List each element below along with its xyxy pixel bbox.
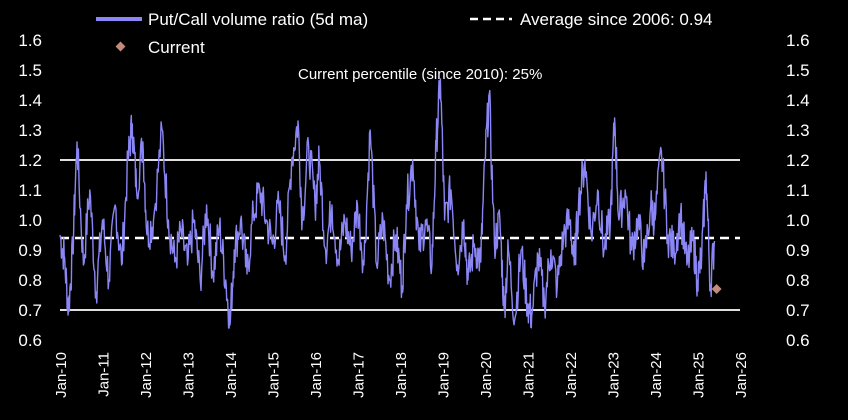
x-tick-label: Jan-14 [223, 352, 240, 398]
y-tick-label-right: 1.0 [786, 211, 810, 230]
y-tick-label-right: 0.9 [786, 241, 810, 260]
x-tick-label: Jan-18 [393, 352, 410, 398]
legend-average-label: Average since 2006: 0.94 [520, 10, 713, 29]
putcall-series-line [59, 78, 716, 329]
x-tick-label: Jan-26 [733, 352, 750, 398]
y-tick-label-right: 0.6 [786, 331, 810, 350]
y-tick-label-right: 1.5 [786, 61, 810, 80]
y-tick-label-left: 1.2 [18, 151, 42, 170]
x-tick-label: Jan-15 [266, 352, 283, 398]
y-tick-label-right: 1.4 [786, 91, 810, 110]
current-point-marker [711, 284, 722, 294]
x-tick-label: Jan-17 [351, 352, 368, 398]
x-tick-label: Jan-20 [478, 352, 495, 398]
y-tick-label-right: 0.8 [786, 271, 810, 290]
y-tick-label-right: 1.6 [786, 31, 810, 50]
y-tick-label-left: 1.3 [18, 121, 42, 140]
x-tick-label: Jan-23 [606, 352, 623, 398]
x-tick-label: Jan-25 [691, 352, 708, 398]
y-tick-label-right: 0.7 [786, 301, 810, 320]
x-tick-label: Jan-11 [96, 352, 113, 397]
y-tick-label-left: 0.8 [18, 271, 42, 290]
y-tick-label-right: 1.1 [786, 181, 810, 200]
legend: Put/Call volume ratio (5d ma) Average si… [96, 10, 713, 57]
legend-current-diamond [115, 41, 126, 52]
x-tick-label: Jan-21 [521, 352, 538, 398]
x-tick-label: Jan-24 [648, 352, 665, 398]
x-tick-label: Jan-12 [138, 352, 155, 398]
y-tick-label-left: 1.1 [18, 181, 42, 200]
x-tick-label: Jan-13 [181, 352, 198, 398]
legend-current-label: Current [148, 38, 205, 57]
y-tick-label-left: 1.5 [18, 61, 42, 80]
x-tick-label: Jan-19 [436, 352, 453, 398]
y-tick-label-left: 0.9 [18, 241, 42, 260]
left-axis-ticks: 0.6 0.7 0.8 0.9 1.0 1.1 1.2 1.3 1.4 1.5 1.6 [18, 31, 42, 350]
y-tick-label-left: 0.7 [18, 301, 42, 320]
y-tick-label-left: 1.0 [18, 211, 42, 230]
percentile-annotation: Current percentile (since 2010): 25% [298, 66, 542, 83]
x-tick-label: Jan-16 [308, 352, 325, 398]
right-axis-ticks: 0.6 0.7 0.8 0.9 1.0 1.1 1.2 1.3 1.4 1.5 1.6 [786, 31, 810, 350]
x-tick-label: Jan-22 [563, 352, 580, 398]
y-tick-label-left: 0.6 [18, 331, 42, 350]
y-tick-label-right: 1.2 [786, 151, 810, 170]
y-tick-label-left: 1.6 [18, 31, 42, 50]
y-tick-label-left: 1.4 [18, 91, 42, 110]
y-tick-label-right: 1.3 [786, 121, 810, 140]
x-tick-label: Jan-10 [53, 352, 70, 398]
x-axis-ticks: Jan-10 Jan-11 Jan-12 Jan-13 Jan-14 Jan-15 Jan-… [53, 352, 750, 398]
reference-lines [60, 159, 740, 311]
legend-series-label: Put/Call volume ratio (5d ma) [148, 10, 368, 29]
